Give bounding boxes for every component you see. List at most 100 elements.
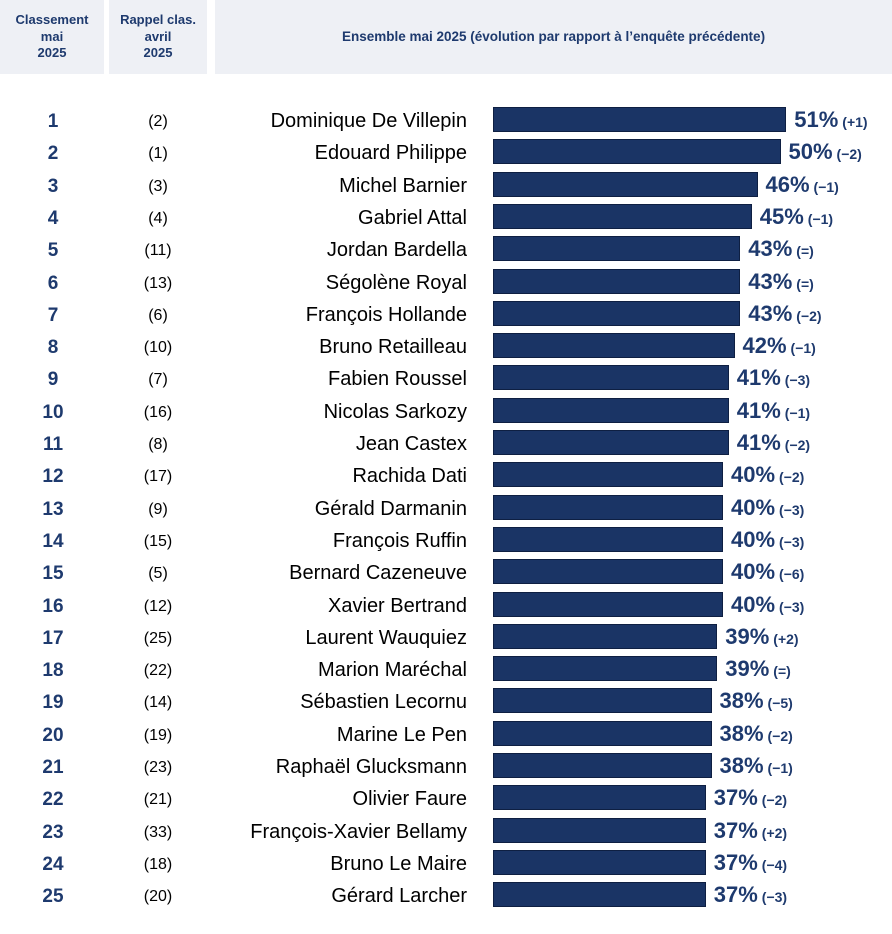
table-row: 11 (8) Jean Castex 41% (−2) [0,429,892,461]
value-label: 37% (−4) [714,850,787,876]
value-label: 40% (−6) [731,559,804,585]
previous-rank: (17) [143,468,173,486]
percentage-label: 46% [765,171,810,197]
bar [493,236,741,262]
politician-name: Edouard Philippe [314,142,467,165]
change-label: (−2) [796,307,822,324]
bar [493,785,706,811]
politician-name: Nicolas Sarkozy [323,400,467,423]
percentage-label: 39% [725,623,770,649]
change-label: (−3) [779,598,805,615]
change-label: (−2) [779,469,805,486]
value-label: 42% (−1) [743,333,816,359]
value-label: 38% (−2) [720,721,793,747]
previous-rank: (1) [148,145,168,163]
header-chart-title: Ensemble mai 2025 (évolution par rapport… [215,0,892,74]
previous-rank: (5) [148,565,168,583]
rank-number: 4 [47,207,59,229]
percentage-label: 37% [713,785,758,811]
rank-number: 15 [42,563,64,585]
bar [493,494,723,520]
percentage-label: 43% [748,300,793,326]
previous-rank: (22) [143,662,173,680]
percentage-label: 40% [731,462,776,488]
percentage-label: 40% [731,494,776,520]
bar [493,333,735,359]
value-label: 50% (−2) [789,139,862,165]
previous-rank: (3) [148,177,168,195]
bar [493,397,729,423]
rank-number: 5 [47,240,59,262]
change-label: (−3) [761,889,788,906]
header-previous-label: Rappel clas. avril 2025 [120,11,196,61]
politician-name: Gérard Larcher [331,885,467,908]
previous-rank: (11) [144,242,172,260]
politician-name: Olivier Faure [352,788,467,811]
rank-number: 18 [42,660,64,682]
percentage-label: 41% [736,365,781,391]
rank-number: 9 [47,369,59,391]
value-label: 40% (−3) [731,527,804,553]
change-label: (−6) [779,566,805,583]
change-label: (−2) [784,437,811,453]
bar [493,430,729,455]
value-label: 40% (−3) [731,592,804,618]
politician-name: Gérald Darmanin [314,497,467,520]
politician-name: François Hollande [305,303,467,326]
politician-name: Jean Castex [355,433,467,455]
politician-name: Xavier Bertrand [328,594,467,617]
value-label: 43% (=) [748,269,814,295]
change-label: (−1) [790,340,816,357]
rank-number: 19 [42,692,64,714]
table-row: 12 (17) Rachida Dati 40% (−2) [0,461,892,493]
table-row: 6 (13) Ségolène Royal 43% (=) [0,268,892,300]
table-row: 3 (3) Michel Barnier 46% (−1) [0,171,892,203]
table-row: 15 (5) Bernard Cazeneuve 40% (−6) [0,558,892,590]
header-rank-label: Classement mai 2025 [15,11,89,61]
politician-name: Laurent Wauquiez [305,626,467,649]
table-row: 1 (2) Dominique De Villepin 51% (+1) [0,106,892,138]
percentage-label: 39% [725,656,770,682]
bar [493,559,723,585]
table-row: 8 (10) Bruno Retailleau 42% (−1) [0,332,892,364]
bar [493,139,781,165]
rank-number: 25 [42,886,64,908]
previous-rank: (16) [143,403,173,421]
rank-number: 8 [47,337,59,359]
percentage-label: 40% [731,526,776,552]
previous-rank: (6) [148,306,168,324]
politician-name: Bruno Le Maire [330,852,467,875]
value-label: 40% (−3) [731,495,804,521]
change-label: (+1) [842,114,868,130]
previous-rank: (19) [143,726,173,744]
previous-rank: (33) [143,823,173,841]
chart-title: Ensemble mai 2025 (évolution par rapport… [341,29,766,45]
percentage-label: 51% [794,107,839,132]
value-label: 37% (−3) [714,882,787,908]
politician-name: Sébastien Lecornu [300,691,467,714]
rank-number: 17 [42,627,64,649]
rank-number: 3 [47,175,59,197]
rank-number: 20 [42,724,64,746]
change-label: (−1) [784,404,811,421]
change-label: (−1) [813,178,839,195]
table-row: 23 (33) François-Xavier Bellamy 37% (+2) [0,817,892,849]
percentage-label: 43% [748,268,793,294]
change-label: (−3) [779,501,805,518]
change-label: (−1) [807,210,834,227]
rank-number: 12 [42,466,64,488]
header-rank: Classement mai 2025 [0,0,104,74]
change-label: (=) [796,243,814,260]
bar [493,203,752,229]
percentage-label: 45% [759,203,804,229]
change-label: (−2) [836,146,862,163]
value-label: 41% (−3) [737,365,810,391]
rank-number: 1 [47,111,59,132]
bar [493,688,712,714]
table-row: 14 (15) François Ruffin 40% (−3) [0,526,892,558]
previous-rank: (2) [148,113,168,130]
value-label: 41% (−2) [737,430,810,456]
rank-number: 24 [42,853,64,875]
value-label: 45% (−1) [760,204,833,230]
table-row: 5 (11) Jordan Bardella 43% (=) [0,235,892,267]
